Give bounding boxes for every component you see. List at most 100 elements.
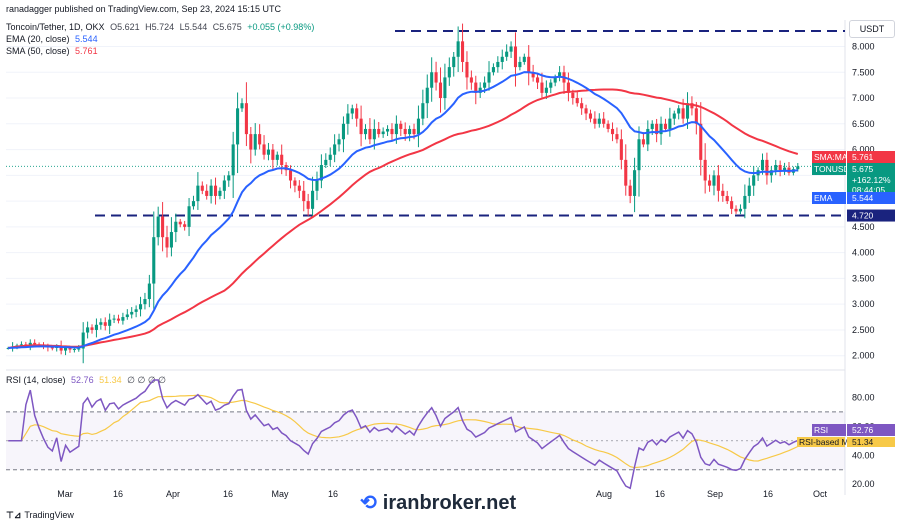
candle-body [394,123,398,135]
candle-body [558,72,562,78]
candle-body [205,190,209,196]
price-tick-label: 8.000 [852,41,875,51]
candle-body [760,159,765,171]
ema-legend-value: 5.544 [75,34,98,44]
candle-body [685,103,690,119]
candle-body [147,283,151,300]
sma-legend-value: 5.761 [75,46,98,56]
candle-body [491,67,495,73]
sma-line [8,88,799,349]
time-axis[interactable]: Mar 16 Apr 16 May 16 Aug 16 Sep 16 Oct [57,489,827,499]
candle-body [721,190,725,196]
candle-body [86,327,90,333]
candle-body [288,170,293,181]
candle-body [169,232,173,248]
symbol-line: Toncoin/Tether, 1D, OKX O5.621 H5.724 L5… [6,22,317,32]
candle-body [633,170,637,196]
candle-body [266,149,271,155]
rsi-legend[interactable]: RSI (14, close) 52.76 51.34 ∅ ∅ ∅ ∅ [6,375,169,386]
candle-body [121,317,125,321]
sma-tag-label-box [812,151,846,163]
symbol-pair[interactable]: Toncoin/Tether, 1D, OKX [6,22,105,32]
ema-legend[interactable]: EMA (20, close) 5.544 [6,34,101,44]
candle-body [156,216,160,238]
rsi-panel [6,379,845,490]
open-value: O5.621 [110,22,140,32]
high-value: H5.724 [145,22,175,32]
candle-body [315,180,319,191]
candle-body [505,51,509,57]
price-tick-label: 6.000 [852,145,875,155]
price-axis[interactable]: 2.0002.5003.0003.5004.0004.5005.0005.500… [852,41,875,489]
price-tick-label: 3.500 [852,273,875,283]
candle-body [249,134,253,150]
candle-body [112,318,116,320]
candle-body [483,82,487,88]
candle-body [209,185,213,196]
candle-body [138,304,143,310]
time-tick-label: 16 [763,489,773,499]
candle-body [152,237,156,284]
price-tag-label-box [812,163,846,175]
candle-body [580,103,584,109]
rsi-ma-value: 51.34 [852,437,874,447]
candle-body [668,118,672,129]
candle-body [143,299,147,305]
ema-line [8,71,798,349]
candle-body [341,123,345,140]
price-tick-label: 7.500 [852,67,875,77]
candle-body [412,128,416,135]
price-tick-label: 3.000 [852,299,875,309]
candle-body [659,123,663,135]
candle-body [231,144,235,176]
rsi-legend-ma-value: 51.34 [99,375,122,385]
candle-body [619,139,623,160]
candle-body [196,185,200,202]
price-tick-label: 2.500 [852,325,875,335]
candle-body [108,319,112,326]
sma-legend-label: SMA (50, close) [6,46,70,56]
time-tick-label: Oct [813,489,828,499]
candle-body [769,170,773,176]
rsi-ma-line [8,394,799,469]
support-tag-value-box [847,209,895,222]
publisher-line: ranadagger published on TradingView.com,… [6,4,282,14]
price-tag-extra-box [847,175,895,185]
candle-body [571,92,575,99]
candle-body [544,87,548,93]
candle-body [447,67,451,78]
rsi-line [8,379,799,490]
price-tag-label: TONUSDT [814,164,855,174]
rsi-tick-label: 80.00 [852,392,875,402]
candle-body [359,118,363,135]
candle-body [350,108,354,114]
candle-body [187,206,191,227]
candle-body [465,61,469,78]
candle-body [191,201,196,207]
candle-body [677,108,681,114]
candle-body [438,82,443,99]
candle-body [500,56,504,62]
rsi-tick-label: 20.00 [852,479,875,489]
candle-body [33,342,37,345]
currency-selector[interactable]: USDT [849,20,895,38]
candle-body [430,72,434,88]
candle-body [531,72,535,78]
candle-body [403,128,407,135]
price-tag-value: 5.675 [852,164,874,174]
time-tick-label: 16 [223,489,233,499]
candle-body [19,344,23,346]
sma-legend[interactable]: SMA (50, close) 5.761 [6,46,101,56]
rsi-legend-value: 52.76 [71,375,94,385]
candle-body [227,175,231,181]
candle-body [641,139,645,145]
candle-body [527,56,531,73]
time-tick-label: May [271,489,289,499]
candle-body [646,128,650,145]
price-tick-label: 6.500 [852,119,875,129]
candle-body [637,139,641,171]
candle-body [302,190,306,202]
candle-body [738,208,742,212]
candle-body [293,180,297,186]
